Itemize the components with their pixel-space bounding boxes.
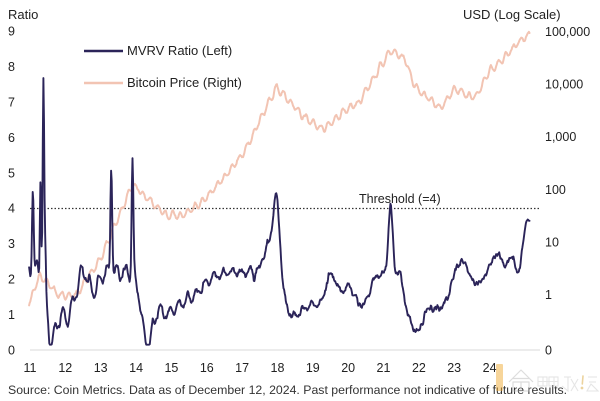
svg-text:21: 21 (377, 361, 391, 375)
svg-text:10,000: 10,000 (545, 78, 583, 92)
svg-text:1: 1 (545, 288, 552, 302)
svg-text:10: 10 (545, 236, 559, 250)
svg-text:4: 4 (8, 202, 15, 216)
svg-text:100: 100 (545, 183, 566, 197)
svg-text:22: 22 (412, 361, 426, 375)
svg-text:18: 18 (271, 361, 285, 375)
svg-text:7: 7 (8, 95, 15, 109)
svg-text:11: 11 (24, 361, 37, 375)
svg-text:23: 23 (447, 361, 461, 375)
svg-text:2: 2 (8, 273, 15, 287)
svg-text:17: 17 (235, 361, 249, 375)
svg-text:12: 12 (58, 361, 72, 375)
svg-text:8: 8 (8, 60, 15, 74)
svg-text:1,000: 1,000 (545, 130, 576, 144)
svg-text:Source: Coin Metrics. Data as: Source: Coin Metrics. Data as of Decembe… (8, 383, 567, 397)
svg-text:24: 24 (483, 361, 497, 375)
svg-text:3: 3 (8, 237, 15, 251)
svg-text:1: 1 (8, 308, 15, 322)
svg-text:100,000: 100,000 (545, 25, 590, 39)
svg-text:Ratio: Ratio (8, 7, 38, 22)
svg-text:Bitcoin Price (Right): Bitcoin Price (Right) (127, 75, 242, 90)
svg-text:9: 9 (8, 25, 15, 39)
svg-text:0: 0 (8, 344, 15, 358)
svg-text:5: 5 (8, 166, 15, 180)
svg-text:16: 16 (200, 361, 214, 375)
svg-text:15: 15 (164, 361, 178, 375)
svg-text:13: 13 (94, 361, 108, 375)
svg-text:0: 0 (545, 344, 552, 358)
svg-text:6: 6 (8, 131, 15, 145)
svg-text:20: 20 (341, 361, 355, 375)
svg-text:19: 19 (306, 361, 320, 375)
svg-text:MVRV Ratio (Left): MVRV Ratio (Left) (127, 43, 232, 58)
svg-text:USD (Log Scale): USD (Log Scale) (463, 7, 561, 22)
svg-text:14: 14 (129, 361, 143, 375)
svg-text:Threshold (=4): Threshold (=4) (359, 192, 441, 206)
